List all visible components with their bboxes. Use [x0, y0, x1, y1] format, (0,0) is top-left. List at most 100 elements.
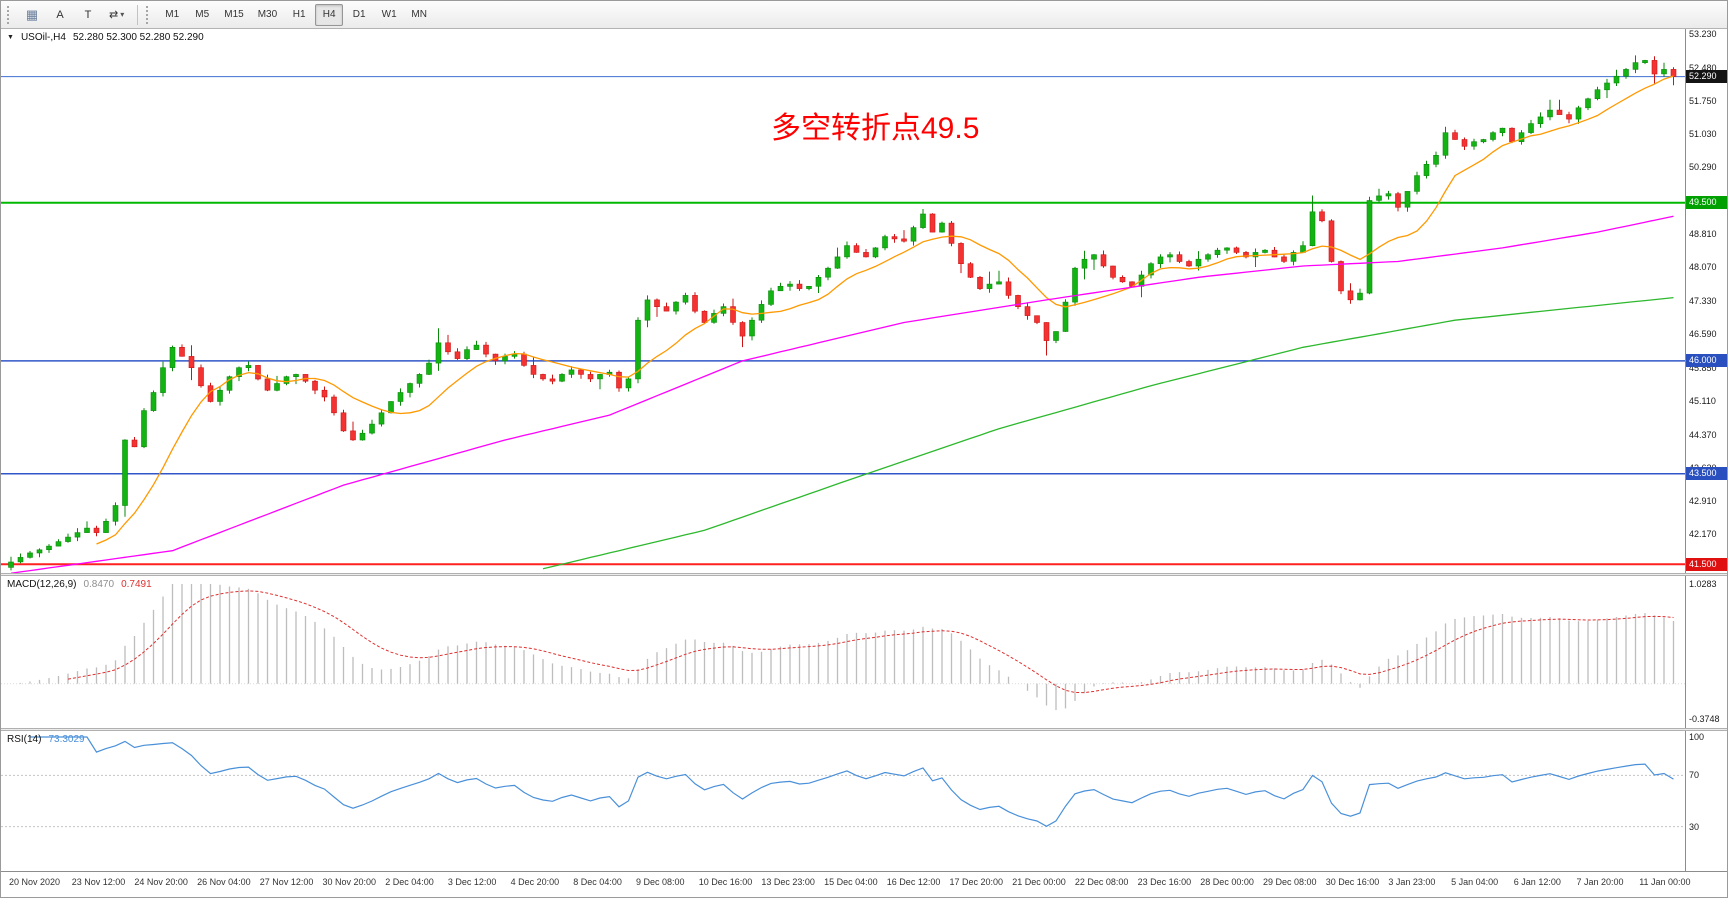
price-axis-label: 51.030: [1689, 128, 1717, 139]
timeframe-button-h4[interactable]: H4: [315, 3, 344, 26]
time-axis-label: 2 Dec 04:00: [385, 877, 434, 887]
timeframe-button-m30[interactable]: M30: [252, 4, 283, 26]
time-axis-label: 27 Nov 12:00: [259, 877, 314, 887]
macd-label: MACD(12,26,9): [7, 579, 77, 590]
price-level-badge: 52.290: [1686, 70, 1727, 84]
scale-mode-button[interactable]: ⇄ ▾: [103, 4, 130, 26]
time-axis-label: 23 Nov 12:00: [71, 877, 126, 887]
price-axis-label: 45.850: [1689, 362, 1717, 373]
arrow-tool-button[interactable]: A: [47, 4, 73, 26]
macd-histogram: [19, 584, 1675, 711]
price-level-badge: 49.500: [1686, 196, 1727, 210]
price-level-badge: 46.000: [1686, 354, 1727, 368]
level-lines: [1, 76, 1685, 566]
time-axis-label: 7 Jan 20:00: [1576, 877, 1624, 887]
price-axis-label: 44.370: [1689, 429, 1717, 440]
price-level-badge: 43.500: [1686, 467, 1727, 481]
toolbar: ▦ A T ⇄ ▾ M1 M5 M15 M30 H1 H4 D1 W1 MN: [1, 1, 1727, 29]
macd-main-value: 0.8470: [83, 579, 115, 590]
time-axis-label: 13 Dec 23:00: [761, 877, 815, 887]
rsi-header: RSI(14) 73.3029: [7, 734, 85, 745]
chart-grid-icon: ▦: [25, 7, 39, 22]
price-axis-label: 42.170: [1689, 528, 1717, 539]
symbol-timeframe-label: USOil-,H4: [20, 32, 66, 43]
time-axis-label: 8 Dec 04:00: [573, 877, 622, 887]
chart-annotation: 多空转折点49.5: [771, 112, 980, 145]
timeframe-button-mn[interactable]: MN: [405, 4, 433, 26]
caret-down-icon: ▾: [120, 10, 125, 19]
time-axis[interactable]: 20 Nov 2020 23 Nov 12:00 24 Nov 20:00 26 No…: [1, 871, 1727, 897]
time-axis-label: 24 Nov 20:00: [134, 877, 188, 887]
toolbar-separator: [137, 4, 139, 25]
time-axis-label: 22 Dec 08:00: [1074, 877, 1129, 887]
price-axis-label: 50.290: [1689, 162, 1717, 173]
price-axis-label: 47.330: [1689, 295, 1717, 306]
time-axis-label: 30 Nov 20:00: [322, 877, 377, 887]
panel-separator-macd[interactable]: [1, 573, 1727, 576]
collapse-arrow-icon[interactable]: ▼: [7, 34, 14, 41]
time-axis-label: 29 Dec 08:00: [1263, 877, 1317, 887]
timeframe-toolbar-drag-handle[interactable]: [146, 5, 151, 24]
chart-header: ▼ USOil-,H4 52.280 52.300 52.280 52.290: [7, 32, 204, 43]
rsi-axis[interactable]: 100 70 30: [1685, 731, 1727, 871]
time-axis-label: 26 Nov 04:00: [197, 877, 251, 887]
timeframe-button-h1[interactable]: H1: [285, 4, 313, 26]
time-axis-label: 23 Dec 16:00: [1137, 877, 1192, 887]
time-axis-label: 17 Dec 20:00: [949, 877, 1004, 887]
rsi-label: RSI(14): [7, 734, 42, 745]
chart-grid-button[interactable]: ▦: [19, 4, 45, 26]
ma-slow: [542, 296, 1674, 570]
time-axis-label: 9 Dec 08:00: [636, 877, 685, 887]
time-axis-label: 16 Dec 12:00: [886, 877, 941, 887]
chart-region: ▼ USOil-,H4 52.280 52.300 52.280 52.290 …: [1, 29, 1727, 897]
ma-medium: [10, 215, 1674, 573]
time-axis-label: 30 Dec 16:00: [1325, 877, 1380, 887]
rsi-panel: RSI(14) 73.3029 100 70 30: [1, 731, 1727, 871]
time-axis-label: 28 Dec 00:00: [1200, 877, 1254, 887]
macd-header: MACD(12,26,9) 0.8470 0.7491: [7, 579, 152, 590]
time-axis-label: 3 Jan 23:00: [1388, 877, 1436, 887]
price-axis-label: 48.810: [1689, 228, 1717, 239]
time-axis-label: 5 Jan 04:00: [1451, 877, 1499, 887]
main-chart-panel: ▼ USOil-,H4 52.280 52.300 52.280 52.290 …: [1, 29, 1727, 573]
swap-arrows-icon: ⇄: [109, 9, 119, 21]
time-axis-label: 15 Dec 04:00: [824, 877, 878, 887]
ohlc-values: 52.280 52.300 52.280 52.290: [72, 32, 204, 43]
price-axis-label: 48.070: [1689, 262, 1717, 273]
ma-fast: [96, 75, 1674, 545]
timeframe-toolbar: M1 M5 M15 M30 H1 H4 D1 W1 MN: [157, 3, 434, 26]
time-axis-label: 20 Nov 2020: [9, 877, 61, 887]
macd-signal-line: [67, 590, 1674, 694]
timeframe-button-w1[interactable]: W1: [375, 4, 403, 26]
rsi-axis-label: 70: [1689, 770, 1700, 781]
macd-signal-value: 0.7491: [121, 579, 152, 590]
toolbar-drag-handle[interactable]: [7, 5, 12, 24]
rsi-value: 73.3029: [48, 734, 85, 745]
macd-axis[interactable]: 1.0283 -0.3748: [1685, 576, 1727, 728]
price-axis-label: 52.480: [1689, 63, 1717, 74]
rsi-axis-label: 30: [1689, 821, 1700, 832]
macd-canvas[interactable]: [1, 576, 1685, 728]
time-axis-label: 6 Jan 12:00: [1513, 877, 1561, 887]
price-axis-label: 45.110: [1689, 396, 1716, 407]
time-axis-label: 10 Dec 16:00: [698, 877, 753, 887]
rsi-canvas[interactable]: [1, 731, 1685, 871]
price-level-badge: 41.500: [1686, 557, 1727, 571]
time-axis-label: 21 Dec 00:00: [1012, 877, 1066, 887]
time-axis-label: 11 Jan 00:00: [1639, 877, 1691, 887]
timeframe-button-m5[interactable]: M5: [188, 4, 216, 26]
macd-axis-max: 1.0283: [1689, 579, 1717, 589]
price-axis-label: 46.590: [1689, 329, 1717, 340]
text-tool-button[interactable]: T: [75, 4, 101, 26]
rsi-axis-label: 100: [1689, 732, 1705, 742]
timeframe-button-m15[interactable]: M15: [218, 4, 249, 26]
rsi-line: [30, 736, 1674, 827]
candlesticks: [8, 55, 1677, 571]
time-axis-label: 3 Dec 12:00: [447, 877, 497, 887]
price-chart-canvas[interactable]: [1, 29, 1685, 573]
timeframe-button-d1[interactable]: D1: [345, 4, 373, 26]
panel-separator-rsi[interactable]: [1, 728, 1727, 731]
price-axis[interactable]: 53.23052.48051.75051.03050.29049.56048.8…: [1685, 29, 1727, 573]
timeframe-button-m1[interactable]: M1: [158, 4, 186, 26]
